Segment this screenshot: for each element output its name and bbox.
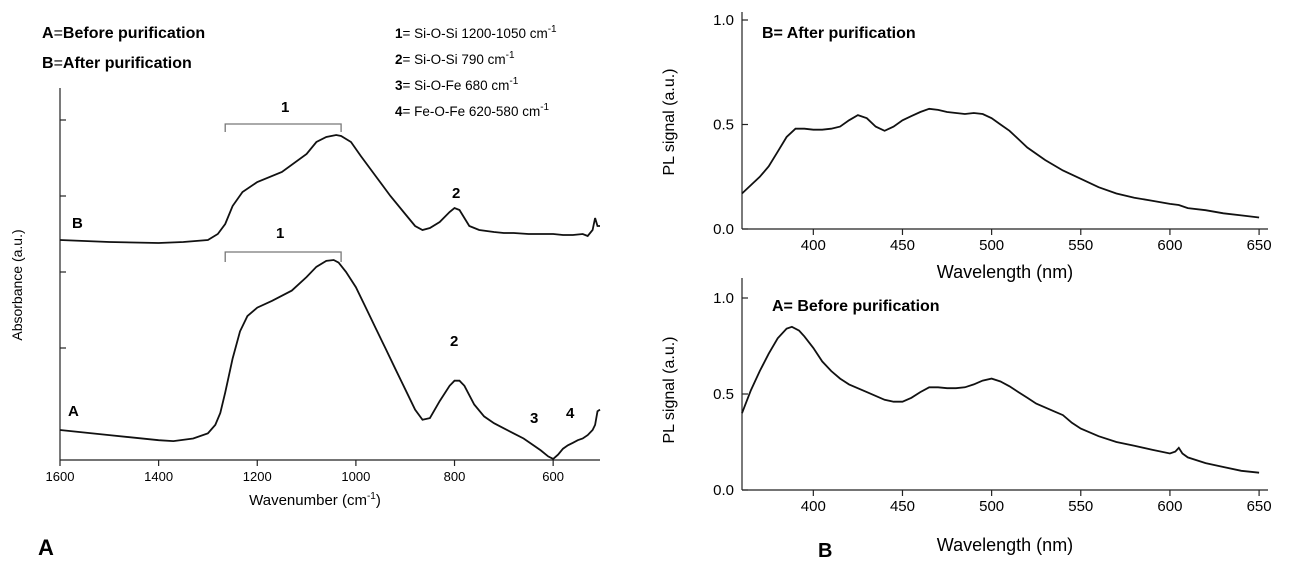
pl-bottom-x-tick-label-2: 500 (979, 498, 1004, 515)
band-legend-3-sup: -1 (509, 76, 518, 87)
legend-entry-b-text: After purification (63, 55, 192, 72)
ftir-x-tick-label-0: 1600 (46, 469, 75, 484)
pl-top-x-tick-label-4: 600 (1157, 237, 1182, 254)
ftir-chart: 1600 1400 1200 1000 800 600 Absorbance (a.u.)… (9, 24, 601, 560)
pl-top-x-tick-label-1: 450 (890, 237, 915, 254)
band-legend-4-num: 4 (395, 104, 403, 119)
band-legend-2-num: 2 (395, 52, 403, 67)
pl-chart-before: 0.0 0.5 1.0 400 450 500 550 600 650 PL signal (… (661, 278, 1272, 561)
pl-bottom-x-tick-label-4: 600 (1157, 498, 1182, 515)
band-legend-1: 1= Si-O-Si 1200-1050 cm-1 (395, 24, 557, 41)
curve-label-a: A (68, 403, 79, 420)
peak-label-b-1: 1 (281, 99, 289, 116)
pl-bottom-y-tick-label-1: 0.5 (713, 386, 734, 403)
legend-entry-b-key: B (42, 55, 54, 72)
band-legend-3: 3= Si-O-Fe 680 cm-1 (395, 76, 519, 93)
band-legend-3-num: 3 (395, 78, 403, 93)
pl-bottom-y-tick-label-2: 1.0 (713, 290, 734, 307)
ftir-x-tick-label-5: 600 (542, 469, 564, 484)
ftir-y-axis-label: Absorbance (a.u.) (9, 229, 25, 340)
pl-top-x-tick-label-0: 400 (801, 237, 826, 254)
pl-bottom-title: A= Before purification (772, 298, 940, 315)
band-legend-2: 2= Si-O-Si 790 cm-1 (395, 50, 515, 67)
pl-top-y-tick-label-0: 0.0 (713, 221, 734, 238)
pl-bottom-y-ticks: 0.0 0.5 1.0 (713, 290, 748, 499)
band-legend-1-num: 1 (395, 26, 403, 41)
curve-label-b: B (72, 215, 83, 232)
pl-top-x-axis-label: Wavelength (nm) (937, 262, 1073, 282)
band-legend-1-sup: -1 (548, 24, 557, 35)
ftir-x-axis-label-end: ) (376, 492, 381, 509)
pl-top-x-tick-label-2: 500 (979, 237, 1004, 254)
ftir-x-axis-label-sup: -1 (367, 491, 376, 502)
ftir-series-b-line (59, 134, 600, 244)
ftir-x-axis-label-main: Wavenumber (cm (249, 492, 367, 509)
band-legend-3-text: = Si-O-Fe 680 cm (403, 78, 510, 93)
ftir-x-ticks: 1600 1400 1200 1000 800 600 (46, 460, 564, 484)
pl-top-title: B= After purification (762, 25, 916, 42)
pl-bottom-x-ticks: 400 450 500 550 600 650 (801, 490, 1272, 515)
ftir-series-a-line (59, 259, 601, 460)
pl-bottom-x-axis-label: Wavelength (nm) (937, 535, 1073, 555)
peak-label-a-3: 3 (530, 410, 538, 427)
band-legend-1-text: = Si-O-Si 1200-1050 cm (403, 26, 548, 41)
legend-entry-b-eq: = (54, 55, 63, 72)
band-legend: 1= Si-O-Si 1200-1050 cm-1 2= Si-O-Si 790… (395, 24, 557, 119)
pl-chart-after: 0.0 0.5 1.0 400 450 500 550 600 650 PL signal (… (661, 12, 1272, 282)
pl-top-x-tick-label-5: 650 (1247, 237, 1272, 254)
legend-entry-a-key: A (42, 25, 54, 42)
ftir-y-ticks (60, 119, 66, 349)
pl-bottom-y-tick-label-0: 0.0 (713, 482, 734, 499)
peak-label-b-2: 2 (452, 185, 460, 202)
band-legend-4-text: = Fe-O-Fe 620-580 cm (403, 104, 541, 119)
ftir-x-axis-label: Wavenumber (cm-1) (249, 491, 381, 509)
ftir-x-tick-label-4: 800 (444, 469, 466, 484)
peak-label-a-1: 1 (276, 225, 284, 242)
legend-entry-b: B=After purification (42, 55, 192, 72)
band-legend-4: 4= Fe-O-Fe 620-580 cm-1 (395, 102, 550, 119)
legend-entry-a-eq: = (54, 25, 63, 42)
band-legend-2-text: = Si-O-Si 790 cm (403, 52, 506, 67)
panel-b-letter: B (818, 540, 832, 561)
peak-label-a-4: 4 (566, 405, 575, 422)
pl-top-y-tick-label-1: 0.5 (713, 117, 734, 134)
pl-bottom-x-tick-label-1: 450 (890, 498, 915, 515)
peak-label-a-2: 2 (450, 333, 458, 350)
pl-bottom-x-tick-label-0: 400 (801, 498, 826, 515)
pl-top-series-b-line (741, 107, 1260, 219)
pl-top-y-tick-label-2: 1.0 (713, 12, 734, 29)
bracket-a-band-1 (224, 251, 342, 262)
pl-top-x-tick-label-3: 550 (1068, 237, 1093, 254)
band-legend-2-sup: -1 (506, 50, 515, 61)
panel-a-letter: A (38, 535, 54, 560)
band-legend-4-sup: -1 (540, 102, 549, 113)
ftir-x-tick-label-1: 1400 (144, 469, 173, 484)
pl-bottom-x-tick-label-5: 650 (1247, 498, 1272, 515)
pl-top-y-axis-label: PL signal (a.u.) (661, 68, 678, 175)
pl-bottom-x-tick-label-3: 550 (1068, 498, 1093, 515)
bracket-b-band-1 (224, 123, 342, 132)
pl-bottom-series-a-line (741, 325, 1260, 474)
legend-entry-a: A=Before purification (42, 25, 205, 42)
pl-top-x-ticks: 400 450 500 550 600 650 (801, 229, 1272, 254)
legend-entry-a-text: Before purification (63, 25, 205, 42)
ftir-x-tick-label-2: 1200 (243, 469, 272, 484)
ftir-x-tick-label-3: 1000 (341, 469, 370, 484)
pl-top-y-ticks: 0.0 0.5 1.0 (713, 12, 748, 238)
pl-bottom-y-axis-label: PL signal (a.u.) (661, 336, 678, 443)
